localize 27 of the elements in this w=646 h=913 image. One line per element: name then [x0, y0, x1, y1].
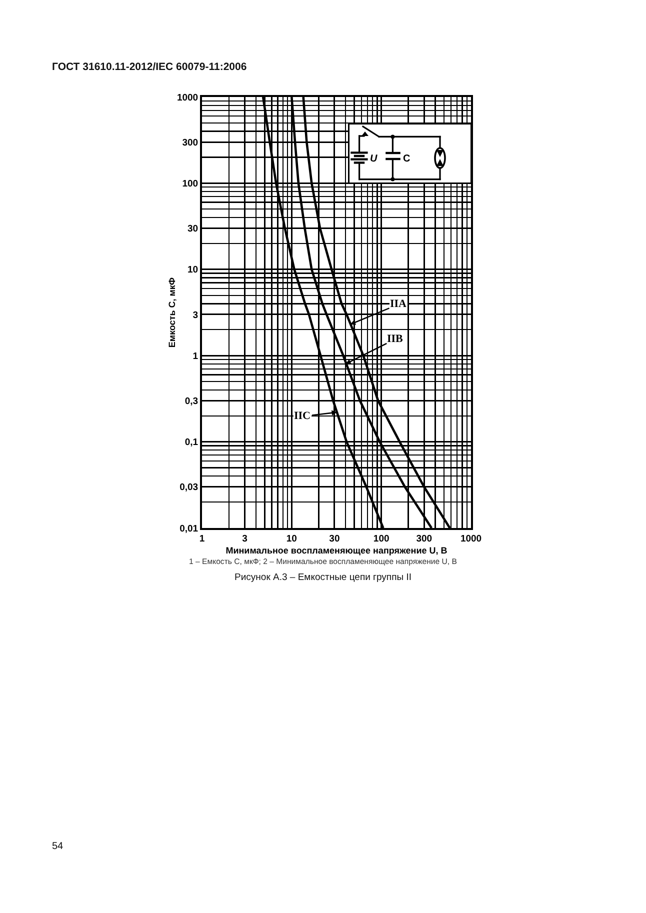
x-tick-label: 1000: [460, 533, 482, 544]
y-tick-label: 1: [192, 350, 199, 362]
text: ГОСТ 31610.11-2012/IEC 60079-11:2006: [52, 61, 247, 73]
x-tick-label: 30: [329, 533, 340, 544]
annotation: U: [370, 154, 378, 164]
x-tick-label: 10: [286, 533, 297, 544]
y-tick-label: 0,03: [180, 482, 198, 494]
y-tick-label: 0,3: [184, 396, 198, 407]
annotation: IIC: [294, 410, 311, 422]
text: 54: [52, 841, 64, 852]
x-tick-label: 3: [242, 533, 248, 544]
y-tick-label: 100: [182, 178, 198, 190]
y-tick-label: 1000: [176, 92, 198, 104]
y-tick-label: 0,01: [180, 523, 199, 534]
y-tick-label: 0,1: [184, 437, 199, 448]
y-tick-label: 300: [182, 137, 198, 148]
x-tick-label: 100: [373, 533, 390, 544]
y-tick-label: 10: [188, 264, 198, 276]
y-axis-title: Емкость C, мкФ: [166, 277, 177, 348]
x-axis-title: Минимальное воспламеняющее напряжение U, В: [226, 546, 448, 556]
text: Рисунок А.3 – Емкостные цепи группы II: [234, 572, 412, 583]
annotation: C: [403, 154, 410, 164]
x-tick-label: 300: [416, 533, 432, 544]
annotation: IIB: [387, 333, 404, 345]
y-tick-label: 3: [192, 310, 198, 321]
y-tick-label: 30: [188, 224, 198, 235]
annotation: IIA: [390, 298, 407, 310]
